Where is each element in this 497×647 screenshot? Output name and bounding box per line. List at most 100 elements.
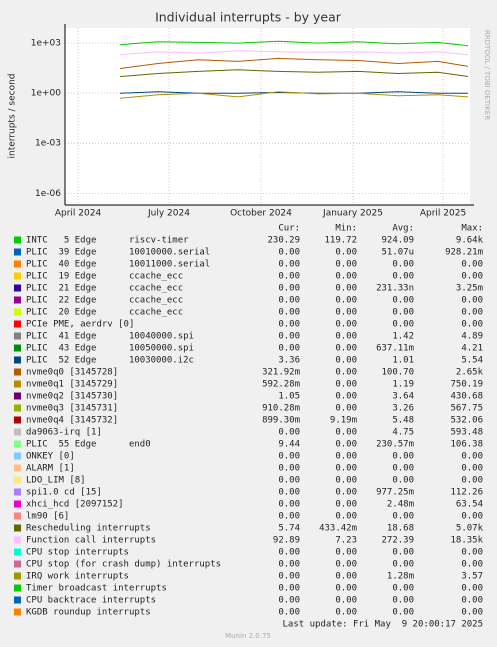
legend-label: INTC 5 Edge riscv-timer	[26, 236, 189, 246]
legend-swatch	[14, 488, 21, 496]
legend-stat: 5.54	[461, 356, 483, 366]
legend-stat: 0.00	[392, 452, 414, 462]
legend-stat: 0.00	[335, 272, 357, 282]
legend-swatch	[14, 296, 21, 304]
legend-stat: 1.28m	[387, 572, 414, 582]
legend-stat: 0.00	[278, 572, 300, 582]
footer: Munin 2.0.75	[225, 632, 271, 640]
legend-stat: 4.75	[392, 428, 414, 438]
legend-label: KGDB roundup interrupts	[26, 608, 151, 618]
legend-label: da9063-irq [1]	[26, 428, 102, 438]
legend-stat: 112.26	[450, 488, 483, 498]
legend-stat: 0.00	[392, 560, 414, 570]
legend-stat: 592.28m	[262, 380, 300, 390]
legend-stat: 0.00	[335, 452, 357, 462]
legend-swatch	[14, 248, 21, 256]
legend-stat: 0.00	[335, 428, 357, 438]
legend-label: ONKEY [0]	[26, 452, 75, 462]
legend-stat: 0.00	[278, 260, 300, 270]
legend-stat: 5.07k	[456, 524, 484, 534]
legend-stat: 0.00	[392, 296, 414, 306]
legend-swatch	[14, 356, 21, 364]
legend-stat: 0.00	[392, 476, 414, 486]
legend-stat: 0.00	[461, 308, 483, 318]
legend-label: spi1.0 cd [15]	[26, 488, 102, 498]
legend-stat: 567.75	[450, 404, 483, 414]
legend-stat: 0.00	[335, 512, 357, 522]
legend-swatch	[14, 380, 21, 388]
legend-swatch	[14, 476, 21, 484]
legend-stat: 0.00	[392, 584, 414, 594]
legend-label: PLIC 20 Edge ccache_ecc	[26, 308, 183, 318]
legend-stat: 0.00	[335, 404, 357, 414]
y-axis-label: interrupts / second	[8, 74, 18, 159]
legend-stat: 0.00	[392, 260, 414, 270]
legend-swatch	[14, 368, 21, 376]
legend-label: PCIe PME, aerdrv [0]	[26, 320, 134, 330]
legend-stat: 0.00	[278, 452, 300, 462]
legend-stat: 0.00	[392, 272, 414, 282]
legend-stat: 433.42m	[319, 524, 357, 534]
last-update: Last update: Fri May 9 20:00:17 2025	[283, 620, 483, 630]
legend-swatch	[14, 464, 21, 472]
legend-swatch	[14, 428, 21, 436]
legend-label: CPU backtrace interrupts	[26, 596, 156, 606]
legend-label: LDO_LIM [8]	[26, 476, 86, 486]
legend-label: Rescheduling interrupts	[26, 524, 151, 534]
legend-label: nvme0q3 [3145731]	[26, 404, 118, 414]
legend-stat: 0.00	[461, 596, 483, 606]
legend-stat: 0.00	[461, 260, 483, 270]
legend-stat: 1.05	[278, 392, 300, 402]
legend-stat: 2.48m	[387, 500, 414, 510]
legend-swatch	[14, 332, 21, 340]
legend-stat: 0.00	[335, 320, 357, 330]
legend-stat: 637.11m	[376, 344, 414, 354]
legend-stat: 0.00	[278, 320, 300, 330]
legend-stat: 0.00	[335, 296, 357, 306]
legend-stat: 51.07u	[381, 248, 414, 258]
legend-stat: 0.00	[335, 248, 357, 258]
legend-label: nvme0q2 [3145730]	[26, 392, 118, 402]
y-tick-label: 1e+03	[31, 39, 61, 49]
legend-stat: 0.00	[335, 440, 357, 450]
legend-swatch	[14, 260, 21, 268]
legend-stat: 0.00	[461, 548, 483, 558]
legend-swatch	[14, 236, 21, 244]
legend-stat: 7.23	[335, 536, 357, 546]
legend-stat: 0.00	[335, 464, 357, 474]
legend-label: PLIC 19 Edge ccache_ecc	[26, 272, 183, 282]
legend-label: PLIC 39 Edge 10010000.serial	[26, 248, 210, 258]
legend-stat: 3.26	[392, 404, 414, 414]
legend-stat: 0.00	[335, 608, 357, 618]
legend-stat: 4.89	[461, 332, 483, 342]
legend-swatch	[14, 416, 21, 424]
legend-label: nvme0q0 [3145728]	[26, 368, 118, 378]
legend-stat: 1.19	[392, 380, 414, 390]
legend-stat: 593.48	[450, 428, 483, 438]
legend-stat: 0.00	[392, 596, 414, 606]
legend-swatch	[14, 392, 21, 400]
legend-stat: 18.68	[387, 524, 414, 534]
legend-swatch	[14, 608, 21, 616]
legend-stat: 0.00	[335, 488, 357, 498]
legend-stat: 532.06	[450, 416, 483, 426]
legend-stat: 430.68	[450, 392, 483, 402]
legend-label: CPU stop interrupts	[26, 548, 129, 558]
legend-stat: 5.74	[278, 524, 300, 534]
legend-stat: 0.00	[335, 356, 357, 366]
legend-stat: 0.00	[278, 284, 300, 294]
legend-label: lm90 [6]	[26, 512, 69, 522]
legend-stat: 0.00	[461, 272, 483, 282]
legend-stat: 0.00	[461, 320, 483, 330]
legend-stat: 0.00	[278, 272, 300, 282]
legend-stat: 2.65k	[456, 368, 484, 378]
legend-stat: 0.00	[278, 428, 300, 438]
y-tick-label: 1e-03	[35, 139, 61, 149]
legend-stat: 0.00	[392, 548, 414, 558]
legend-stat: 0.00	[461, 560, 483, 570]
legend-stat: 106.38	[450, 440, 483, 450]
legend-stat: 9.64k	[456, 236, 484, 246]
legend-label: PLIC 22 Edge ccache_ecc	[26, 296, 183, 306]
legend-swatch	[14, 320, 21, 328]
watermark: RRDTOOL / TOBI OETIKER	[483, 30, 491, 120]
